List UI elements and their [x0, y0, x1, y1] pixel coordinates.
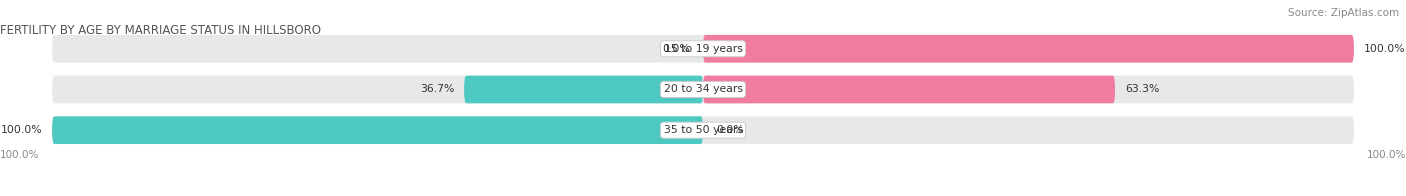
- Text: 100.0%: 100.0%: [1364, 44, 1406, 54]
- FancyBboxPatch shape: [52, 116, 1354, 144]
- Text: 100.0%: 100.0%: [0, 150, 39, 161]
- Text: 0.0%: 0.0%: [716, 125, 744, 135]
- Text: 63.3%: 63.3%: [1125, 84, 1159, 94]
- FancyBboxPatch shape: [703, 35, 1354, 63]
- Text: 20 to 34 years: 20 to 34 years: [664, 84, 742, 94]
- Text: 15 to 19 years: 15 to 19 years: [664, 44, 742, 54]
- FancyBboxPatch shape: [703, 76, 1115, 103]
- FancyBboxPatch shape: [464, 76, 703, 103]
- Text: 0.0%: 0.0%: [662, 44, 690, 54]
- Text: FERTILITY BY AGE BY MARRIAGE STATUS IN HILLSBORO: FERTILITY BY AGE BY MARRIAGE STATUS IN H…: [0, 24, 321, 36]
- Text: 35 to 50 years: 35 to 50 years: [664, 125, 742, 135]
- Text: Source: ZipAtlas.com: Source: ZipAtlas.com: [1288, 8, 1399, 18]
- Text: 100.0%: 100.0%: [0, 125, 42, 135]
- Text: 100.0%: 100.0%: [1367, 150, 1406, 161]
- Text: 36.7%: 36.7%: [420, 84, 454, 94]
- FancyBboxPatch shape: [52, 76, 1354, 103]
- FancyBboxPatch shape: [52, 116, 703, 144]
- FancyBboxPatch shape: [52, 35, 1354, 63]
